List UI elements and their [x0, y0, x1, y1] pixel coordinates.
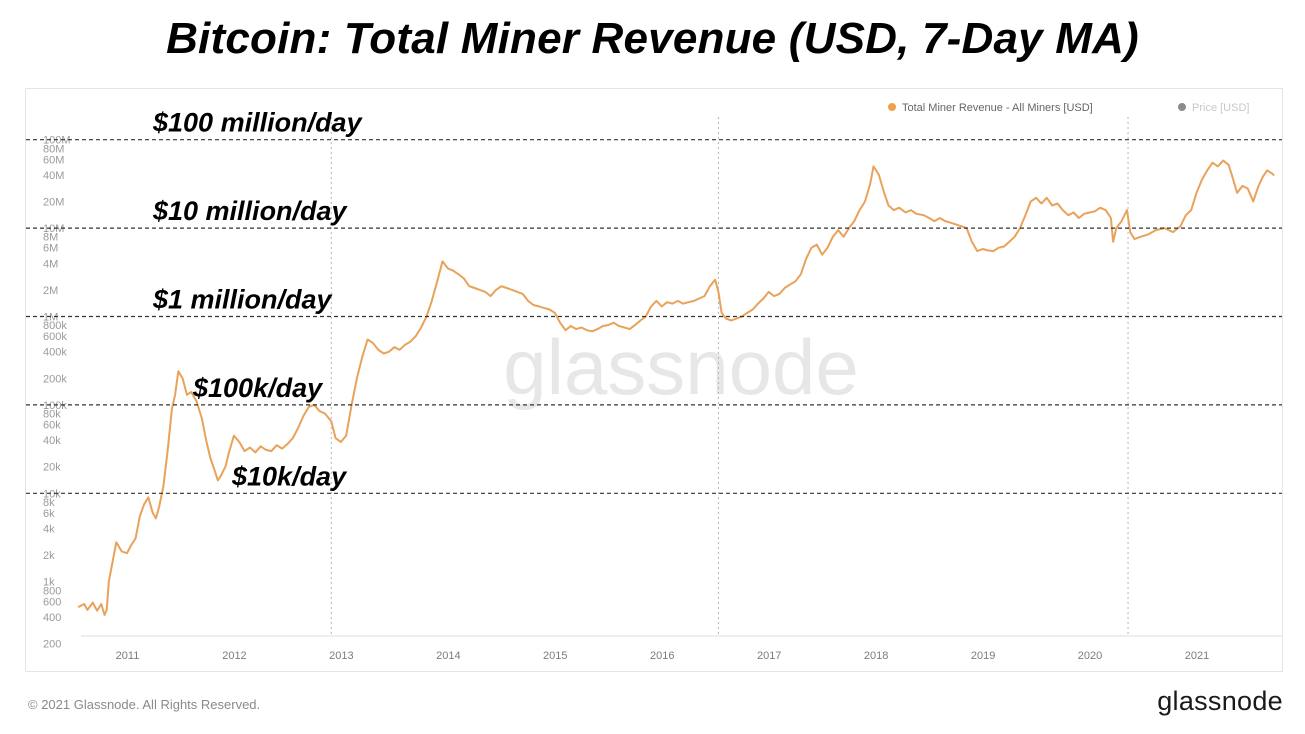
x-tick-label: 2019 — [971, 650, 995, 662]
x-tick-label: 2014 — [436, 650, 460, 662]
y-tick-label: 60M — [43, 154, 64, 166]
y-tick-label: 1M — [43, 312, 58, 324]
copyright-text: © 2021 Glassnode. All Rights Reserved. — [28, 697, 261, 712]
glassnode-logo: glassnode — [1157, 686, 1283, 716]
legend-label: Total Miner Revenue - All Miners [USD] — [902, 102, 1093, 114]
y-tick-label: 40M — [43, 170, 64, 182]
y-tick-label: 2k — [43, 550, 55, 562]
reference-line-label: $100k/day — [192, 373, 324, 403]
reference-line-label: $10k/day — [231, 461, 348, 491]
y-tick-label: 600k — [43, 331, 67, 343]
y-tick-label: 1k — [43, 577, 55, 589]
x-tick-label: 2011 — [116, 650, 140, 662]
y-tick-label: 80M — [43, 143, 64, 155]
series-line-miner-revenue[interactable] — [77, 159, 1275, 616]
y-tick-label: 600 — [43, 596, 61, 608]
y-tick-label: 400 — [43, 612, 61, 624]
y-tick-label: 800 — [43, 585, 61, 597]
x-tick-label: 2017 — [757, 650, 781, 662]
x-tick-label: 2018 — [864, 650, 888, 662]
y-tick-label: 10k — [43, 488, 61, 500]
y-tick-label: 8M — [43, 232, 58, 244]
y-tick-label: 80k — [43, 408, 61, 420]
x-tick-label: 2021 — [1185, 650, 1209, 662]
reference-line-label: $10 million/day — [152, 196, 349, 226]
y-tick-label: 20M — [43, 196, 64, 208]
watermark-text: glassnode — [503, 323, 859, 411]
y-tick-label: 60k — [43, 420, 61, 432]
x-tick-label: 2013 — [329, 650, 353, 662]
y-tick-label: 6k — [43, 508, 55, 520]
y-tick-label: 10M — [43, 223, 64, 235]
y-tick-label: 200k — [43, 373, 67, 385]
legend-marker[interactable] — [1178, 103, 1186, 111]
x-tick-label: 2015 — [543, 650, 567, 662]
y-tick-label: 100M — [43, 135, 71, 147]
reference-line-label: $100 million/day — [152, 108, 364, 138]
chart-panel: glassnode 100M 80M 60M 40M 20M 10M 8M 6M 4M 2M 1M 80… — [25, 88, 1283, 672]
y-tick-label: 8k — [43, 497, 55, 509]
legend-marker[interactable] — [888, 103, 896, 111]
y-tick-label: 4M — [43, 258, 58, 270]
y-tick-label: 4k — [43, 523, 55, 535]
y-tick-label: 40k — [43, 435, 61, 447]
x-tick-label: 2012 — [222, 650, 246, 662]
y-tick-label: 800k — [43, 320, 67, 332]
x-tick-label: 2016 — [650, 650, 674, 662]
y-tick-label: 200 — [43, 638, 61, 650]
y-tick-label: 2M — [43, 285, 58, 297]
y-tick-label: 100k — [43, 400, 67, 412]
y-tick-label: 400k — [43, 347, 67, 359]
legend-label: Price [USD] — [1192, 102, 1249, 114]
reference-line-label: $1 million/day — [152, 285, 334, 315]
chart-svg[interactable]: glassnode100M80M60M40M20M10M8M6M4M2M1M80… — [26, 89, 1282, 671]
chart-title: Bitcoin: Total Miner Revenue (USD, 7-Day… — [166, 14, 1139, 63]
y-tick-label: 20k — [43, 462, 61, 474]
x-tick-label: 2020 — [1078, 650, 1102, 662]
y-tick-label: 6M — [43, 243, 58, 255]
